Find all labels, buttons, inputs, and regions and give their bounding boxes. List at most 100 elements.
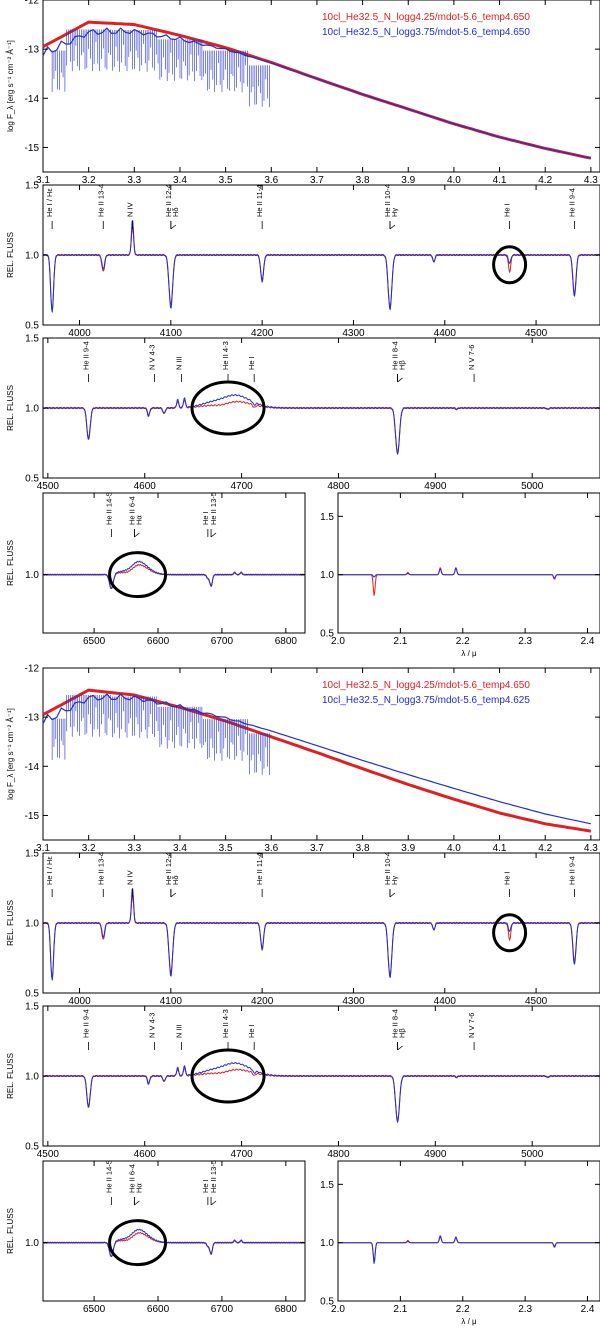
optical1-xtick-label: 4200 <box>251 996 274 1007</box>
ir-xtick-label: 2.4 <box>581 636 595 647</box>
halpha-line-id-label: Hα <box>134 1183 143 1193</box>
optical2-line-id-label: He I <box>247 356 256 370</box>
halpha-line-id-tick-tilt <box>210 1200 217 1206</box>
halpha-panel-frame <box>42 492 306 634</box>
halpha-line-id-label: He II 13-5 <box>209 492 218 525</box>
sed-xtick-label: 4.1 <box>493 175 507 186</box>
optical2-line-id-label: N V 7-6 <box>467 345 476 370</box>
sed-ytick-label: -12 <box>25 664 40 675</box>
optical1-series-blue <box>42 888 600 981</box>
optical2-line-id-label: Hβ <box>398 1028 407 1038</box>
ir-ytick-label: 1.0 <box>320 570 334 581</box>
optical1-line-id-label: He II 12-4 <box>164 852 173 885</box>
sed-xtick-label: 3.2 <box>82 843 96 854</box>
optical1-line-id-label: He II 10-4 <box>383 184 392 217</box>
halpha-ylabel: REL. FLUSS <box>6 1208 15 1254</box>
sed-series-red <box>42 688 592 833</box>
sed-xtick-label: 3.4 <box>173 175 187 186</box>
optical2-line-id-tick-tilt <box>397 1045 403 1051</box>
sed-xtick-label: 4.3 <box>584 843 598 854</box>
sed-xtick-label: 3.8 <box>356 843 370 854</box>
optical1-xtick-label: 4000 <box>68 996 91 1007</box>
highlight-ellipse-halpha <box>108 1219 168 1267</box>
halpha-line-id-label: He I <box>201 511 210 525</box>
sed-xtick-label: 4.2 <box>538 843 552 854</box>
ir-xlabel: λ / μ <box>461 649 477 658</box>
halpha-line-id-label: He II 14-5 <box>104 492 113 525</box>
sed-xtick-label: 3.1 <box>36 843 50 854</box>
sed-ytick-label: -12 <box>25 0 40 7</box>
optical1-xtick-label: 4100 <box>160 996 183 1007</box>
halpha-xtick-label: 6600 <box>147 1304 170 1315</box>
optical2-series-blue <box>42 1062 600 1123</box>
optical2-line-id-label: N V 4-3 <box>147 1013 156 1038</box>
halpha-series-red <box>42 1232 306 1257</box>
optical1-line-id-label: He I / Hε <box>45 188 54 217</box>
sed-xtick-label: 3.7 <box>310 843 324 854</box>
halpha-line-id-label: He II 6-4 <box>127 496 136 525</box>
sed-xtick-label: 3.7 <box>310 175 324 186</box>
ir-panel-frame <box>337 492 600 634</box>
sed-ytick-label: -15 <box>25 811 40 822</box>
optical2-line-id-label: He II 8-4 <box>391 341 400 370</box>
ir-xlabel: λ / μ <box>461 1317 477 1326</box>
optical1-line-id-label: He I <box>503 203 512 217</box>
ir-xtick-label: 2.3 <box>518 636 532 647</box>
ir-series-red <box>338 567 600 596</box>
sed-xtick-label: 4.0 <box>447 843 461 854</box>
halpha-xtick-label: 6700 <box>211 636 234 647</box>
optical1-line-id-label: He II 13-4 <box>96 184 105 217</box>
optical2-line-id-label: He I <box>247 1024 256 1038</box>
ir-series-blue <box>338 1235 600 1264</box>
optical2-xtick-label: 4600 <box>134 1149 157 1160</box>
optical1-line-id-label: He II 13-4 <box>96 852 105 885</box>
optical2-line-id-label: He II 9-4 <box>82 1009 91 1038</box>
ir-ytick-label: 0.5 <box>320 1297 334 1308</box>
halpha-xtick-label: 6700 <box>211 1304 234 1315</box>
optical1-line-id-tick-tilt <box>389 224 396 230</box>
sed-xtick-label: 4.0 <box>447 175 461 186</box>
ir-xtick-label: 2.0 <box>331 636 345 647</box>
optical2-ytick-label: 0.5 <box>25 1142 39 1153</box>
optical2-line-id-tick-tilt <box>397 377 403 383</box>
optical2-line-id-label: Hβ <box>398 360 407 370</box>
optical2-xtick-label: 4900 <box>424 1149 447 1160</box>
optical1-line-id-label: He II 10-4 <box>383 852 392 885</box>
optical1-ylabel: REL. FLUSS <box>6 900 15 946</box>
sed-xtick-label: 3.1 <box>36 175 50 186</box>
sed-series-blue <box>42 693 592 825</box>
ir-xtick-label: 2.4 <box>581 1304 595 1315</box>
ir-xtick-label: 2.2 <box>456 636 470 647</box>
sed-xtick-label: 3.2 <box>82 175 96 186</box>
halpha-xtick-label: 6800 <box>275 1304 298 1315</box>
sed-ytick-label: -14 <box>25 94 40 105</box>
highlight-ellipse-hei4471 <box>492 913 528 953</box>
sed-xtick-label: 3.8 <box>356 175 370 186</box>
ir-xtick-label: 2.1 <box>393 636 407 647</box>
optical1-line-id-tick-tilt <box>170 892 177 898</box>
optical1-line-id-label: He II 11-4 <box>255 185 264 217</box>
halpha-series-red <box>42 564 306 589</box>
optical1-series-red <box>42 895 600 979</box>
halpha-line-id-label: He II 14-5 <box>104 1160 113 1193</box>
optical2-xtick-label: 4700 <box>230 481 253 492</box>
optical2-ytick-label: 1.0 <box>25 404 39 415</box>
optical2-xtick-label: 4500 <box>37 1149 60 1160</box>
sed-xtick-label: 3.9 <box>401 843 415 854</box>
sed-ytick-label: -14 <box>25 762 40 773</box>
optical2-line-id-label: He II 9-4 <box>82 341 91 370</box>
optical1-line-id-label: N IV <box>125 202 134 217</box>
halpha-line-id-label: Hα <box>134 515 143 525</box>
optical2-ytick-label: 1.0 <box>25 1072 39 1083</box>
ir-xtick-label: 2.0 <box>331 1304 345 1315</box>
optical2-line-id-label: He II 8-4 <box>391 1009 400 1038</box>
optical2-xtick-label: 5000 <box>521 1149 544 1160</box>
optical1-line-id-label: N IV <box>125 870 134 885</box>
halpha-line-id-tick-tilt <box>210 532 217 538</box>
halpha-xtick-label: 6500 <box>83 636 106 647</box>
optical1-line-id-label: He II 9-4 <box>567 188 576 217</box>
halpha-panel-frame <box>42 1160 306 1302</box>
optical1-ytick-label: 0.5 <box>25 989 39 1000</box>
optical1-xtick-label: 4400 <box>434 996 457 1007</box>
